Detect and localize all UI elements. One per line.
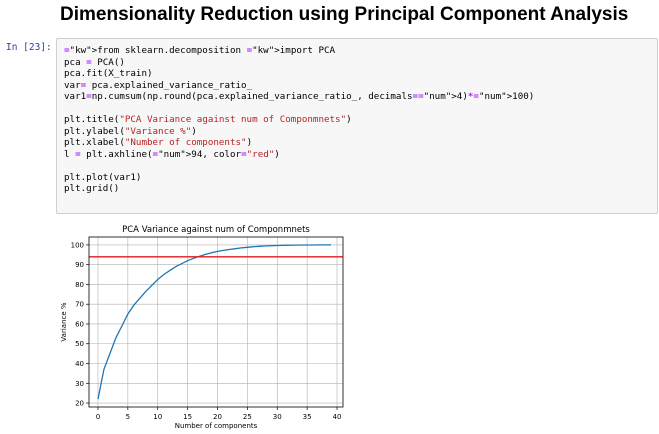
x-axis-label: Number of components — [175, 422, 258, 430]
code-line: plt.title("PCA Variance against num of C… — [64, 114, 352, 125]
code-line: l = plt.axhline(="num">94, color="red") — [64, 148, 280, 160]
y-tick-label: 80 — [75, 281, 84, 289]
plot-frame — [88, 236, 344, 408]
x-tick-label: 0 — [96, 413, 100, 421]
x-tick-label: 25 — [243, 413, 252, 421]
pca-variance-chart: 0 5 10 15 20 25 30 35 40 20 30 40 50 60 70 80 90 100 PCA V… — [60, 225, 344, 430]
y-tick-label: 40 — [75, 360, 84, 368]
y-tick-label: 20 — [75, 400, 84, 408]
chart-title: PCA Variance against num of Componmnets — [122, 225, 310, 235]
code-line: var= pca.explained_variance_ratio_ — [64, 79, 253, 91]
y-tick-label: 60 — [75, 320, 84, 328]
x-tick-label: 5 — [126, 413, 130, 421]
code-line: plt.xlabel("Number of components") — [64, 137, 253, 148]
y-axis-label: Variance % — [60, 302, 68, 341]
code-line: plt.plot(var1) — [64, 171, 142, 183]
cell-output: 0 5 10 15 20 25 30 35 40 20 30 40 50 60 70 80 90 100 PCA V… — [56, 220, 356, 430]
code-line: ​ — [64, 160, 657, 172]
notebook-heading: Dimensionality Reduction using Principal… — [60, 4, 629, 25]
cell-prompt: In [23]: — [6, 42, 52, 53]
code-line: plt.grid() — [64, 183, 120, 194]
y-tick-label: 30 — [75, 380, 84, 388]
code-line: plt.ylabel("Variance %") — [64, 125, 197, 137]
y-tick-label: 90 — [75, 261, 84, 269]
y-tick-label: 100 — [71, 241, 84, 249]
x-tick-label: 15 — [183, 413, 192, 421]
y-tick-label: 50 — [75, 340, 84, 348]
code-cell[interactable]: ="kw">from sklearn.decomposition ="kw">i… — [56, 38, 658, 214]
y-tick-label: 70 — [75, 301, 84, 309]
code-line: ="kw">from sklearn.decomposition ="kw">i… — [64, 45, 336, 56]
cumulative-variance-line — [97, 244, 331, 400]
plot-background — [89, 237, 343, 407]
x-tick-label: 10 — [153, 413, 162, 421]
code-line: var1=np.cumsum(np.round(pca.explained_va… — [64, 91, 535, 102]
code-editor[interactable]: ="kw">from sklearn.decomposition ="kw">i… — [57, 39, 657, 195]
x-tick-label: 35 — [303, 413, 312, 421]
code-line: pca = PCA() — [64, 56, 125, 68]
code-line: ​ — [64, 103, 657, 115]
x-tick-label: 40 — [333, 413, 342, 421]
x-tick-label: 30 — [273, 413, 282, 421]
code-line: pca.fit(X_train) — [64, 68, 153, 79]
x-tick-label: 20 — [213, 413, 222, 421]
